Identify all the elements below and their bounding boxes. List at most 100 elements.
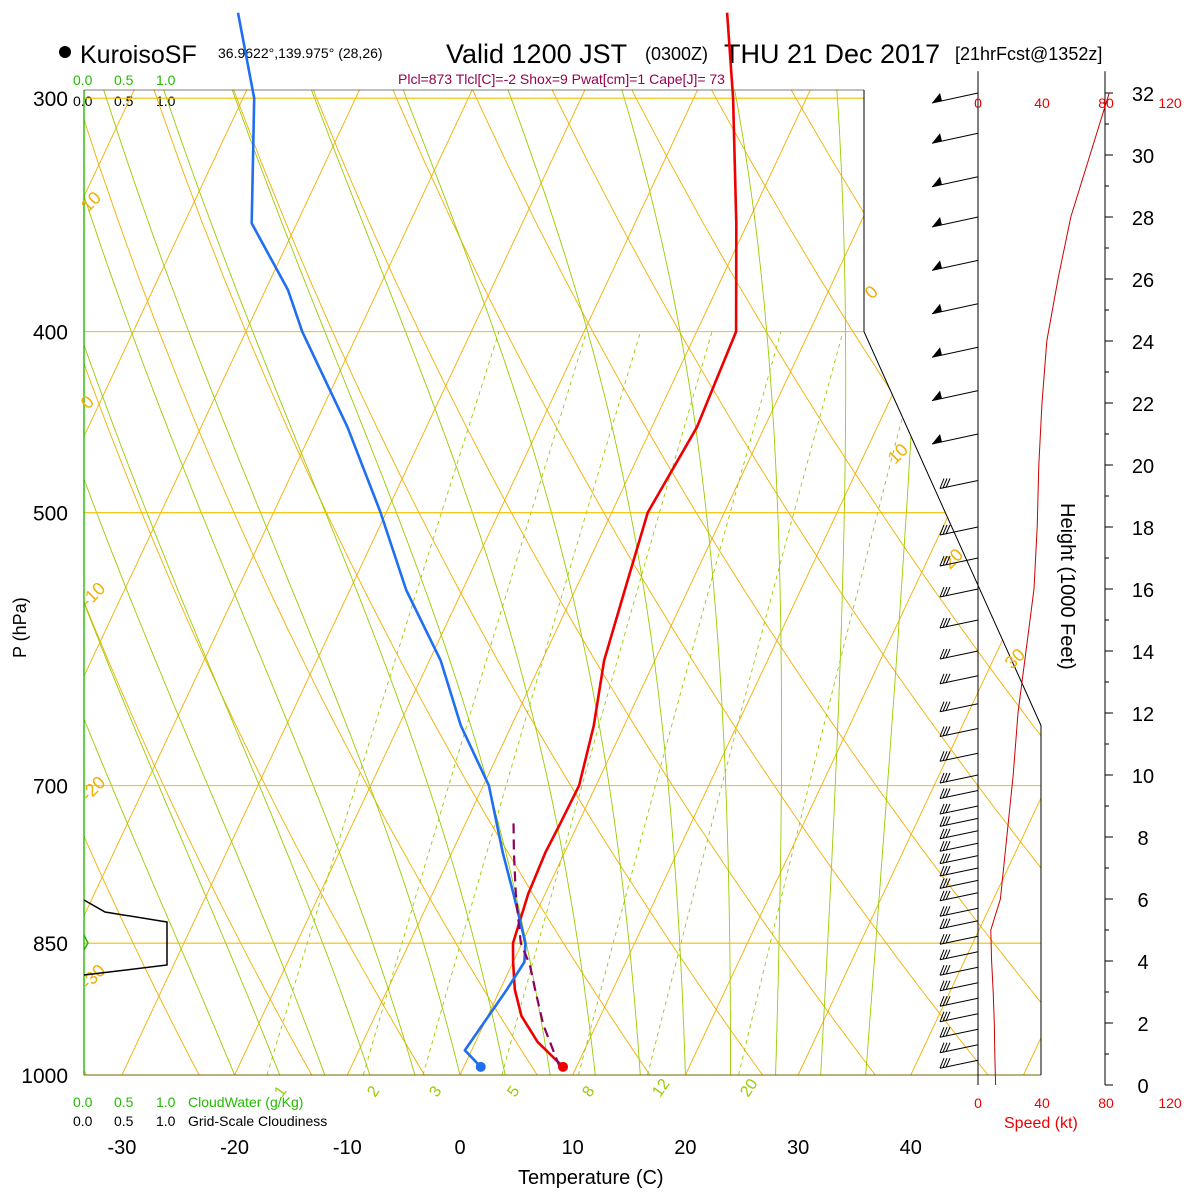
dry-adiabat-line bbox=[335, 90, 989, 1075]
temperature-tick-label: -20 bbox=[220, 1137, 249, 1159]
moist-adiabat-line bbox=[84, 90, 326, 1075]
wind-barb-flag bbox=[939, 816, 945, 827]
wind-barb-flag bbox=[939, 1011, 945, 1022]
wind-barb bbox=[931, 92, 979, 104]
wind-barb-flag bbox=[945, 933, 951, 944]
wind-barb-flag bbox=[942, 1058, 948, 1068]
height-tick-label: 26 bbox=[1132, 270, 1154, 292]
wind-barb bbox=[931, 259, 979, 271]
wind-barb-flag bbox=[945, 980, 951, 990]
height-tick-label: 12 bbox=[1132, 704, 1154, 726]
mixing-ratio-label: 2 bbox=[364, 1083, 383, 1100]
wind-barb-flag bbox=[942, 1042, 948, 1053]
moist-adiabat-line bbox=[820, 90, 847, 1075]
wind-barb-flag bbox=[945, 918, 951, 928]
dry-adiabat-line bbox=[84, 90, 425, 1075]
wind-barb-pennant bbox=[932, 176, 942, 187]
pressure-tick-label: 400 bbox=[33, 322, 68, 345]
wind-barb-flag bbox=[939, 648, 945, 660]
wind-barb-flag bbox=[945, 1057, 951, 1068]
wind-barb-flag bbox=[945, 865, 951, 876]
surface-dewpoint-dot bbox=[475, 1061, 486, 1072]
surface-temperature-dot bbox=[558, 1061, 569, 1072]
scale-bot-green-0: 0.0 bbox=[73, 1094, 93, 1110]
wind-barb-flag bbox=[945, 853, 951, 863]
wind-barb-flag bbox=[939, 788, 945, 799]
wind-barb-flag bbox=[945, 949, 951, 959]
temperature-axis-title: Temperature (C) bbox=[518, 1167, 664, 1189]
wind-barb-flag bbox=[942, 555, 948, 566]
scale-bot-black-2: 1.0 bbox=[156, 1113, 176, 1129]
temperature-line bbox=[511, 12, 738, 1068]
wind-barb bbox=[939, 878, 979, 889]
wind-barb bbox=[939, 1042, 979, 1054]
wind-barb-flag bbox=[942, 726, 948, 737]
wind-barb bbox=[939, 1011, 979, 1023]
height-tick-label: 18 bbox=[1132, 518, 1154, 540]
wind-barb-flag bbox=[945, 788, 951, 798]
wind-barb-flag bbox=[939, 803, 945, 815]
moist-adiabat-line bbox=[84, 90, 371, 1075]
wind-barb-flag bbox=[945, 1026, 951, 1037]
height-wind-panel: 0246810121416182022242628303200404080801… bbox=[931, 71, 1182, 1111]
wind-barb-flag bbox=[939, 1058, 945, 1069]
wind-barb-flag bbox=[942, 701, 948, 712]
parcel-line bbox=[512, 819, 561, 1068]
wind-barb-flag bbox=[945, 995, 951, 1006]
cloudiness-profile bbox=[83, 899, 168, 976]
wind-barb-flag bbox=[942, 949, 948, 960]
wind-barb bbox=[939, 980, 979, 992]
wind-barb bbox=[939, 949, 979, 961]
wind-barb-flag bbox=[942, 918, 948, 929]
wind-barb-flag bbox=[942, 1011, 948, 1022]
height-tick-label: 22 bbox=[1132, 394, 1154, 416]
wind-barb bbox=[939, 1057, 979, 1069]
wind-barb bbox=[931, 176, 979, 188]
height-tick-label: 4 bbox=[1137, 952, 1148, 974]
scale-bot-black-0: 0.0 bbox=[73, 1113, 93, 1129]
mixing-ratio-label: 5 bbox=[504, 1083, 523, 1100]
header: KuroisoSF 36.9622°,139.975° (28,26) Vali… bbox=[59, 39, 1102, 87]
valid-time: Valid 1200 JST bbox=[446, 39, 627, 69]
dry-adiabat-line bbox=[1170, 0, 1200, 1075]
wind-barb-flag bbox=[945, 878, 951, 888]
dry-adiabat-line bbox=[108, 90, 651, 1075]
wind-barb-flag bbox=[945, 828, 951, 839]
height-axis-title: Height (1000 Feet) bbox=[1056, 503, 1078, 670]
wind-barb-flag bbox=[942, 841, 948, 851]
speed-tick-label-bottom: 40 bbox=[1034, 1095, 1050, 1111]
wind-barb-flag bbox=[945, 478, 951, 488]
isotherm-line bbox=[84, 90, 426, 1075]
wind-barb-flag bbox=[939, 965, 945, 976]
wind-barb-flag bbox=[945, 964, 951, 975]
isotherm-label: 10 bbox=[77, 188, 105, 216]
moist-adiabat-line bbox=[84, 90, 461, 1075]
valid-date: THU 21 Dec 2017 bbox=[724, 39, 940, 69]
wind-barb bbox=[939, 865, 979, 877]
wind-barb-pennant bbox=[932, 390, 942, 401]
wind-barb bbox=[939, 478, 979, 489]
profiles bbox=[236, 12, 738, 1072]
isotherm-label: -20 bbox=[77, 772, 110, 805]
speed-tick-label-bottom: 80 bbox=[1098, 1095, 1114, 1111]
wind-barb-flag bbox=[939, 865, 945, 877]
wind-barb-flag bbox=[939, 726, 945, 737]
wind-barb-flag bbox=[939, 555, 945, 567]
wind-barb bbox=[939, 751, 979, 762]
mixing-ratio-label: 12 bbox=[649, 1076, 673, 1100]
height-tick-label: 10 bbox=[1132, 766, 1154, 788]
wind-barb bbox=[931, 303, 979, 315]
wind-barb-flag bbox=[945, 1042, 951, 1052]
moist-adiabat-line bbox=[84, 90, 416, 1075]
isotherm-line bbox=[684, 90, 1041, 1075]
thermo-grid bbox=[84, 0, 1200, 1075]
bottom-scales: 0.0 0.5 1.0 CloudWater (g/Kg) 0.0 0.5 1.… bbox=[73, 1094, 327, 1129]
wind-barb-flag bbox=[942, 816, 948, 827]
isotherm-label: -10 bbox=[77, 578, 110, 611]
isotherm-line bbox=[84, 90, 88, 1075]
moist-adiabat-line bbox=[260, 90, 596, 1075]
height-tick-label: 30 bbox=[1132, 146, 1154, 168]
temperature-tick-label: 20 bbox=[674, 1137, 696, 1159]
wind-barb-flag bbox=[945, 1011, 951, 1021]
